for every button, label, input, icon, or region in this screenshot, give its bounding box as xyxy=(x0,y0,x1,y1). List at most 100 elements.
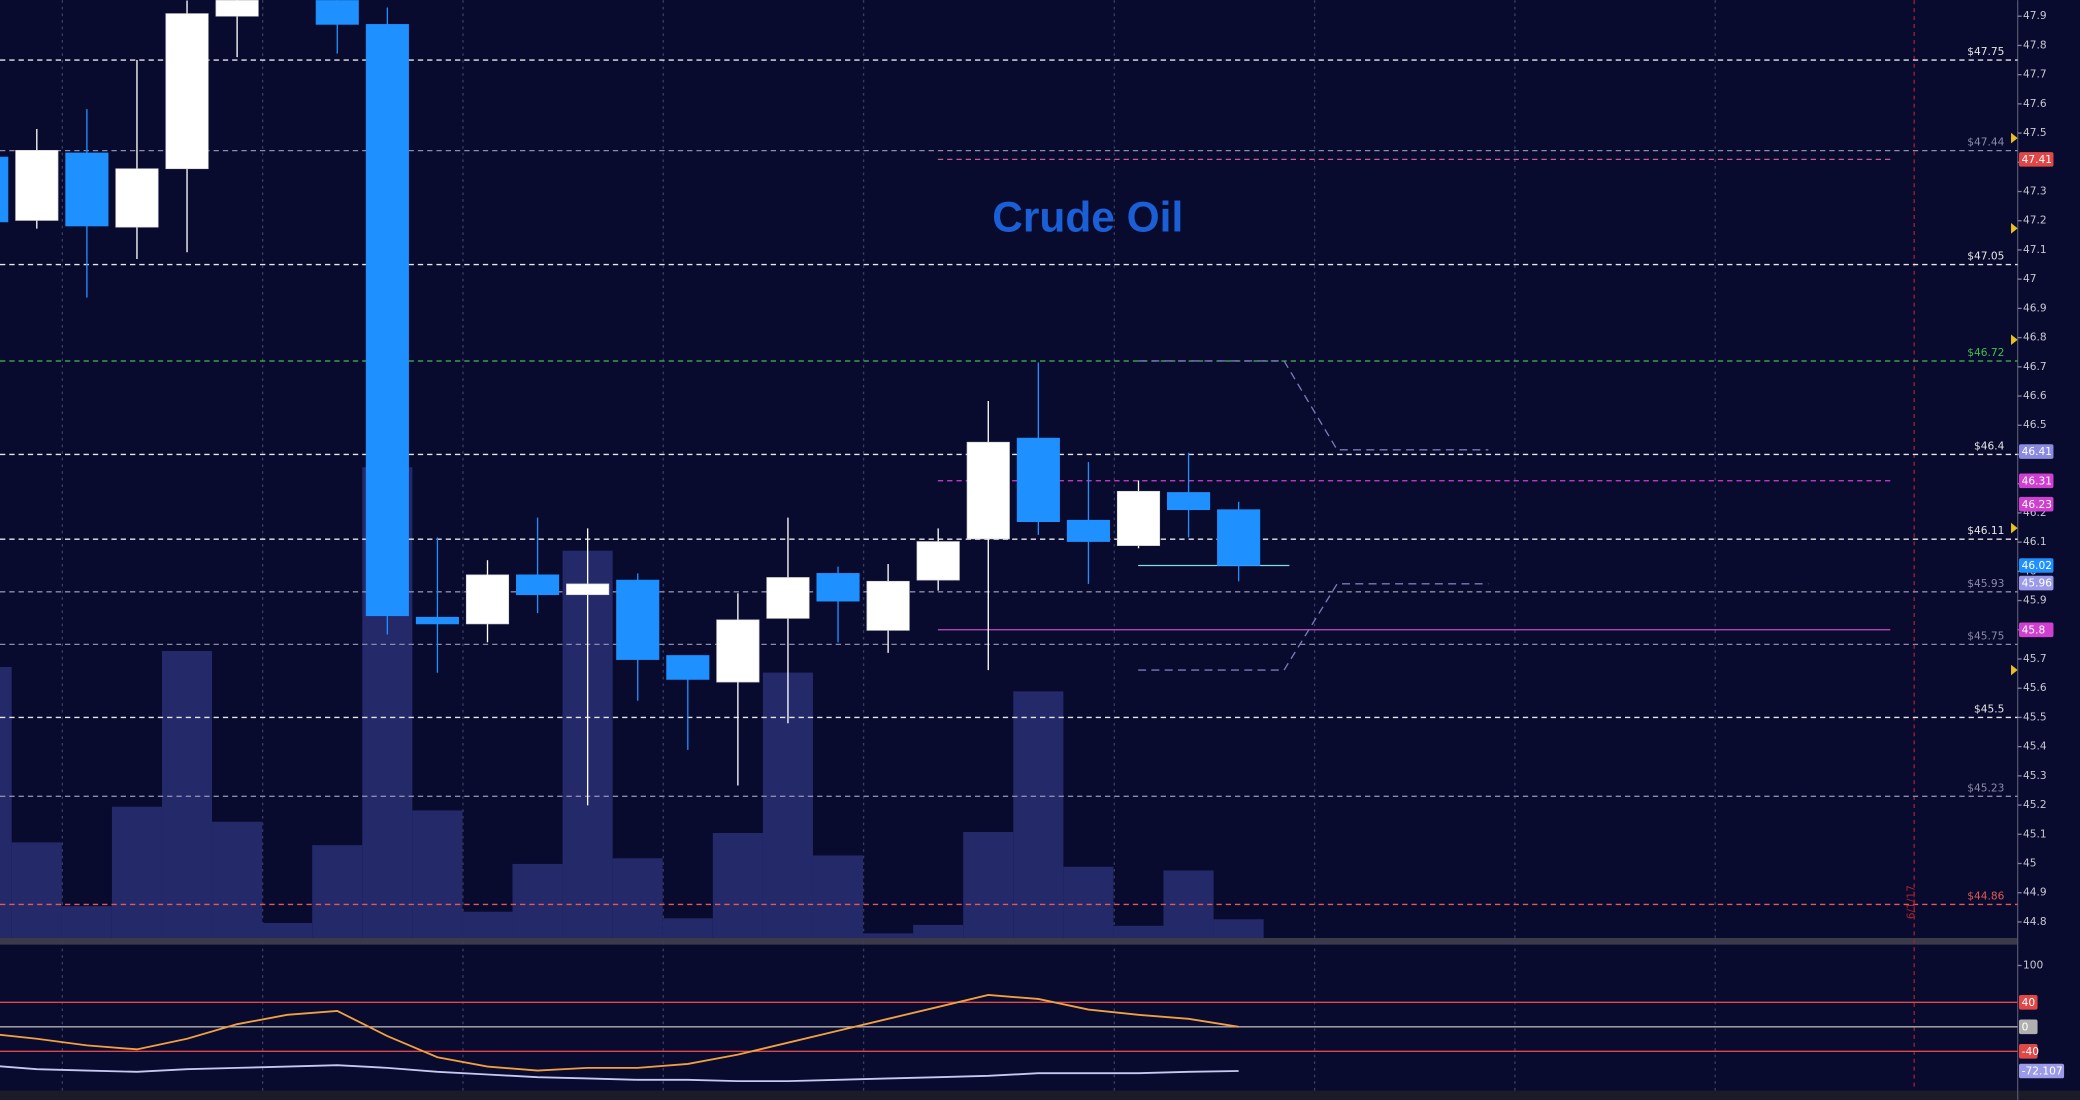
level-label: $47.44 xyxy=(1967,136,2004,149)
y-tick-label: 45.6 xyxy=(2023,681,2047,694)
volume-bar xyxy=(161,651,213,939)
candle-body xyxy=(215,0,259,17)
volume-bar xyxy=(712,832,763,939)
candle-body xyxy=(115,168,159,228)
candle-body xyxy=(315,0,359,25)
candle-body xyxy=(415,616,459,625)
marker xyxy=(2011,522,2018,534)
price-tag-label: 46.02 xyxy=(2022,559,2052,572)
price-tag xyxy=(2018,575,2054,591)
level-label: $46.11 xyxy=(1967,524,2004,537)
date-label: 6/1/17 xyxy=(1905,885,1918,919)
level-label: $44.86 xyxy=(1967,889,2004,902)
levels-layer: $47.75 $47.44 $47.05 $46.72 $46.4 $46.11 $45.9… xyxy=(0,45,2018,906)
y-tick-label: 45.4 xyxy=(2023,740,2047,753)
level-label: $45.75 xyxy=(1967,629,2004,642)
y-tick-label: 45.3 xyxy=(2023,769,2047,782)
price-tag-label: 45.8 xyxy=(2022,623,2046,636)
marker xyxy=(2011,223,2018,234)
price-tag-label: 46.41 xyxy=(2022,445,2052,458)
y-tick-label: 45.5 xyxy=(2023,710,2047,723)
level-label: $46.72 xyxy=(1967,346,2004,359)
price-tag xyxy=(2018,152,2054,167)
status-bar xyxy=(0,1090,2080,1100)
price-tag-label: 45.96 xyxy=(2022,577,2053,590)
projection xyxy=(1138,360,1489,671)
y-tick-label: 47.8 xyxy=(2023,38,2047,51)
y-tick-label: 45.9 xyxy=(2023,594,2047,607)
osc-line xyxy=(0,994,1239,1072)
y-tick-label: 45.1 xyxy=(2023,827,2047,840)
price-tag xyxy=(2018,622,2054,638)
price-tag xyxy=(2018,473,2054,489)
pane-separator xyxy=(0,938,2018,945)
level-label: $46.4 xyxy=(1974,440,2005,453)
y-tick-label: 46.5 xyxy=(2023,418,2047,431)
candle-body xyxy=(165,13,209,170)
osc-value-tag xyxy=(2018,1063,2065,1079)
osc-tag xyxy=(2018,1044,2038,1059)
y-tick-label: 47 xyxy=(2023,272,2037,285)
osc-tag-label: -40 xyxy=(2022,1045,2040,1058)
volume-layer xyxy=(0,467,1264,939)
y-tick-label: 46.6 xyxy=(2023,389,2047,402)
volume-bar xyxy=(1213,919,1264,939)
volume-bar xyxy=(913,924,964,939)
axis-markers xyxy=(2011,132,2018,676)
candle-body xyxy=(516,574,560,596)
y-tick-label: 44.8 xyxy=(2023,915,2047,928)
osc-tick-label: 100 xyxy=(2023,958,2044,971)
y-tick-label: 44.9 xyxy=(2023,886,2047,899)
y-tick-label: 47.2 xyxy=(2023,214,2047,227)
y-tick-label: 45 xyxy=(2023,857,2037,870)
volume-bar xyxy=(0,666,12,939)
y-tick-label: 46.9 xyxy=(2023,301,2047,314)
volume-bar xyxy=(662,918,713,939)
volume-bar xyxy=(11,842,62,939)
price-tag-label: 46.23 xyxy=(2022,498,2052,511)
osc-line xyxy=(0,1064,1239,1083)
osc-tag-label: 0 xyxy=(2022,1020,2029,1033)
level-label: $45.23 xyxy=(1967,781,2004,794)
price-tag-label: 47.41 xyxy=(2022,153,2052,166)
axis-layer: 44.8 44.9 45 45.1 45.2 45.3 45.4 45.5 45.6 45.7 45… xyxy=(2017,9,2065,1079)
candle-body xyxy=(716,619,760,683)
candle-body xyxy=(465,574,510,625)
y-tick-label: 47.5 xyxy=(2023,126,2047,139)
candle-body xyxy=(15,149,59,221)
candle-body xyxy=(365,24,409,617)
volume-bar xyxy=(863,933,914,939)
level-label: $47.75 xyxy=(1967,45,2004,58)
y-tick-label: 45.7 xyxy=(2023,652,2047,665)
candle-body xyxy=(1116,490,1161,546)
level-label: $47.05 xyxy=(1967,250,2004,263)
level-label: $45.93 xyxy=(1967,577,2004,590)
volume-bar xyxy=(812,855,864,939)
volume-bar xyxy=(963,832,1014,939)
y-tick-label: 47.3 xyxy=(2023,185,2047,198)
candle-body xyxy=(566,583,610,596)
candle-body xyxy=(616,579,660,660)
y-tick-label: 45.2 xyxy=(2023,798,2047,811)
projection-lower xyxy=(1138,583,1489,671)
candle-body xyxy=(816,573,860,602)
volume-bar xyxy=(1113,925,1164,939)
candle-body xyxy=(1066,519,1110,542)
candle-body xyxy=(766,577,810,619)
candle-body xyxy=(966,441,1010,540)
chart-title: Crude Oil xyxy=(992,194,1183,241)
y-tick-label: 47.9 xyxy=(2023,9,2047,22)
candle-body xyxy=(866,580,910,631)
volume-bar xyxy=(412,810,463,939)
marker xyxy=(2011,132,2018,144)
y-tick-label: 47.1 xyxy=(2023,243,2047,256)
volume-bar xyxy=(462,911,513,939)
price-tag xyxy=(2018,496,2054,512)
osc-value-tag-label: -72.107 xyxy=(2022,1065,2063,1078)
volume-bar xyxy=(111,806,162,939)
candle-body xyxy=(1016,437,1060,523)
y-tick-label: 46.7 xyxy=(2023,360,2047,373)
volume-bar xyxy=(612,858,663,939)
candles-layer xyxy=(0,0,1261,806)
